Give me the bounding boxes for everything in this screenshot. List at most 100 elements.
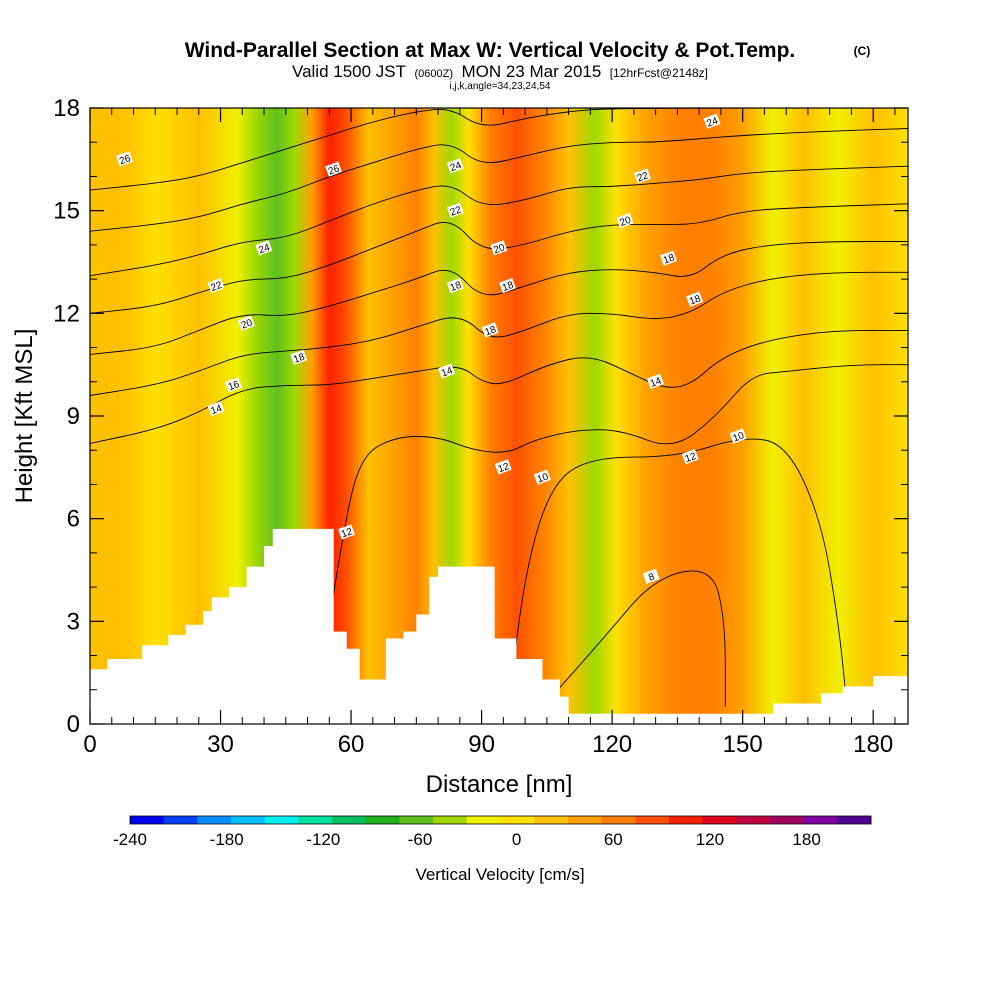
forecast-label: [12hrFcst@2148z]	[610, 66, 708, 80]
colorbar-swatch	[769, 816, 804, 824]
contour-label: 20	[490, 240, 508, 256]
colorbar-swatch	[635, 816, 670, 824]
contour-label-text: 26	[327, 163, 342, 177]
contour-label-text: 24	[449, 160, 464, 174]
contour-label-text: 16	[227, 379, 242, 393]
title-mark: (C)	[854, 44, 871, 58]
contour-label: 14	[207, 401, 225, 417]
contour-label-text: 12	[684, 451, 699, 465]
grid-indices: i,j,k,angle=34,23,24,54	[450, 81, 551, 92]
contour-line-24	[90, 128, 908, 232]
colorbar-swatch	[298, 816, 333, 824]
contour-label-bg	[660, 250, 677, 266]
colorbar-swatch	[500, 816, 535, 824]
colorbar-frame	[129, 815, 872, 825]
contour-label-bg	[686, 291, 704, 307]
contour-label-bg	[490, 240, 508, 256]
contour-label-text: 26	[118, 153, 133, 167]
contour-label-text: 24	[705, 115, 720, 129]
contour-label: 12	[338, 524, 355, 540]
y-tick-label: 3	[67, 608, 80, 635]
contour-label-bg	[729, 428, 747, 444]
x-tick-label: 90	[468, 731, 495, 758]
contour-line-16	[90, 271, 908, 396]
contour-labels: 2626242220181614122422181418201812102422…	[116, 113, 747, 584]
axes: 0 30 60 90 120 150 180 0 3 6 9 12 15 18	[53, 95, 908, 758]
contour-label-text: 22	[449, 204, 464, 218]
x-tick-label: 150	[723, 731, 763, 758]
colorbar-swatch	[399, 816, 434, 824]
contour-label-text: 20	[492, 242, 507, 256]
colorbar-tick-label: 120	[696, 830, 724, 849]
chart-title: Wind-Parallel Section at Max W: Vertical…	[185, 39, 796, 62]
contour-label-bg	[499, 277, 516, 294]
y-tick-label: 9	[67, 403, 80, 430]
contour-label: 10	[533, 469, 551, 486]
colorbar-swatch	[365, 816, 400, 824]
contour-line-8	[542, 570, 726, 708]
contour-label-text: 18	[501, 280, 516, 294]
colorbar-swatch	[231, 816, 266, 824]
colorbar-swatch	[736, 816, 771, 824]
terrain-mask	[90, 528, 908, 724]
contour-label: 18	[686, 291, 704, 308]
contour-label-bg	[533, 469, 551, 485]
contour-label-bg	[616, 212, 634, 228]
contour-label: 14	[646, 373, 664, 390]
colorbar-swatch	[433, 816, 468, 824]
contour-label-text: 14	[649, 376, 664, 390]
contour-label-bg	[642, 568, 660, 584]
colorbar-swatch	[130, 816, 164, 824]
contour-label-bg	[446, 277, 464, 294]
plot-area	[90, 108, 908, 724]
contour-label: 18	[660, 250, 677, 267]
contour-label-bg	[633, 168, 651, 184]
contour-line-26	[90, 108, 908, 191]
colorbar-swatch	[567, 816, 602, 824]
contour-label-text: 18	[688, 293, 703, 307]
contour-label-text: 22	[636, 170, 651, 184]
contour-label-text: 22	[209, 280, 224, 294]
valid-utc: (0600Z)	[414, 68, 453, 80]
contour-label-bg	[481, 322, 499, 338]
contour-line-22	[90, 165, 908, 277]
colorbar-tick-label: 60	[604, 830, 623, 849]
colorbar-tick-label: -240	[113, 830, 147, 849]
contour-label-text: 8	[647, 571, 656, 583]
colorbar-swatch	[702, 816, 737, 824]
contour-line-10	[507, 438, 848, 714]
y-axis-label: Height [Kft MSL]	[11, 329, 38, 504]
valid-prefix: Valid 1500 JST	[292, 62, 406, 81]
contour-label-bg	[446, 202, 464, 218]
contour-label-text: 18	[292, 352, 307, 366]
colorbar-swatch	[197, 816, 232, 824]
contour-label: 18	[499, 277, 516, 294]
contour-label-bg	[646, 373, 664, 389]
contour-label: 24	[255, 240, 273, 256]
contour-label-text: 20	[240, 317, 255, 331]
contour-label: 12	[681, 449, 699, 465]
contour-label-text: 14	[209, 403, 224, 417]
y-tick-label: 15	[53, 198, 80, 225]
contour-label: 24	[446, 158, 464, 174]
colorbar-swatch	[803, 816, 838, 824]
contour-label-bg	[438, 363, 456, 379]
contour-label-text: 18	[662, 252, 677, 266]
colorbar-swatch	[601, 816, 636, 824]
x-tick-label: 0	[83, 731, 96, 758]
contour-label-text: 24	[257, 242, 272, 256]
contour-label-bg	[290, 349, 308, 365]
contour-label-text: 20	[618, 215, 633, 229]
contour-line-14	[90, 329, 908, 444]
x-axis-label: Distance [nm]	[426, 771, 573, 798]
contour-label-text: 12	[340, 526, 355, 540]
contour-label: 16	[224, 377, 242, 393]
contour-label-text: 18	[449, 280, 464, 294]
contour-label-bg	[116, 151, 134, 167]
y-tick-label: 12	[53, 300, 80, 327]
x-tick-label: 120	[592, 731, 632, 758]
contour-label-bg	[237, 315, 255, 331]
contour-label-bg	[681, 449, 699, 465]
contour-label-text: 10	[732, 430, 747, 444]
